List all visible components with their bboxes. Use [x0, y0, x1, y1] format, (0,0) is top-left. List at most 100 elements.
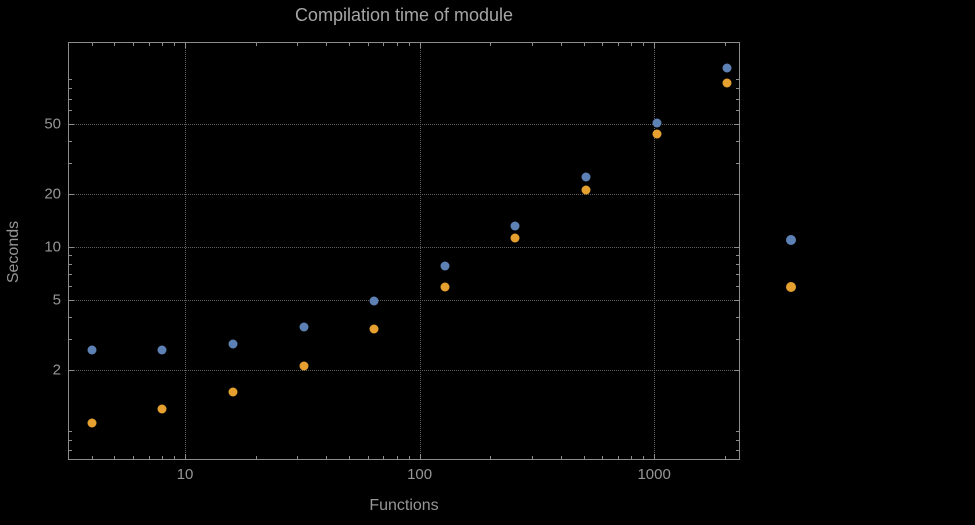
grid-line-vertical — [185, 43, 187, 459]
data-point-series-1 — [510, 221, 520, 231]
grid-line-horizontal — [69, 299, 739, 301]
x-minor-tick — [602, 456, 604, 459]
x-minor-tick — [296, 43, 298, 46]
x-minor-tick — [91, 456, 93, 459]
data-point-series-2 — [228, 387, 238, 397]
legend-marker-series-1 — [786, 235, 796, 245]
y-minor-tick — [69, 163, 72, 165]
data-point-series-1 — [722, 63, 732, 73]
x-tick-mark — [654, 43, 656, 48]
y-minor-tick — [736, 285, 739, 287]
x-minor-tick — [133, 43, 135, 46]
plot-area: 10 100 1000 2 5 10 20 50 — [44, 42, 740, 483]
y-minor-tick — [736, 439, 739, 441]
y-axis-label: Seconds — [5, 220, 22, 284]
x-minor-tick — [114, 456, 116, 459]
x-minor-tick — [349, 456, 350, 459]
y-minor-tick — [736, 263, 739, 265]
y-tick-label: 20 — [44, 185, 61, 203]
x-minor-tick — [617, 43, 619, 46]
x-minor-tick — [255, 43, 257, 46]
x-tick-mark — [654, 454, 656, 459]
data-point-series-2 — [369, 324, 379, 334]
x-tick-mark — [419, 43, 421, 48]
y-minor-tick — [69, 274, 72, 276]
y-tick-mark — [734, 369, 739, 371]
y-tick-label: 2 — [52, 361, 61, 379]
x-minor-tick — [631, 43, 633, 46]
data-point-series-2 — [581, 185, 591, 195]
x-minor-tick — [367, 43, 369, 46]
x-minor-tick — [174, 456, 176, 459]
x-minor-tick — [255, 456, 257, 459]
y-minor-tick — [69, 430, 72, 432]
x-tick-mark — [419, 454, 421, 459]
x-minor-tick — [148, 456, 150, 459]
y-tick-label: 10 — [44, 238, 61, 256]
y-tick-mark — [734, 299, 739, 301]
data-point-series-2 — [87, 418, 97, 428]
data-point-series-1 — [440, 261, 450, 271]
y-tick-mark — [69, 369, 74, 371]
x-tick-mark — [185, 454, 187, 459]
x-minor-tick — [174, 43, 176, 46]
y-minor-tick — [69, 449, 72, 451]
x-minor-tick — [383, 456, 385, 459]
y-minor-tick — [736, 141, 739, 143]
y-minor-tick — [69, 110, 72, 112]
y-minor-tick — [69, 254, 72, 256]
y-minor-tick — [69, 141, 72, 143]
y-tick-mark — [734, 246, 739, 248]
data-point-series-2 — [652, 129, 662, 139]
data-point-series-2 — [510, 233, 520, 243]
data-point-series-1 — [157, 345, 167, 355]
x-minor-tick — [114, 43, 116, 46]
grid-line-horizontal — [69, 246, 739, 248]
x-minor-tick — [396, 43, 398, 46]
x-tick-label: 10 — [176, 466, 194, 483]
x-minor-tick — [408, 43, 410, 46]
legend-marker-series-2 — [786, 282, 796, 292]
x-minor-tick — [383, 43, 385, 46]
data-point-series-1 — [652, 118, 662, 128]
x-axis-label: Functions — [369, 497, 439, 514]
y-minor-tick — [69, 316, 72, 318]
x-minor-tick — [583, 43, 585, 46]
x-minor-tick — [643, 456, 645, 459]
x-minor-tick — [490, 456, 492, 459]
x-minor-tick — [531, 456, 533, 459]
x-minor-tick — [367, 456, 369, 459]
x-minor-tick — [162, 456, 164, 459]
y-minor-tick — [736, 98, 739, 100]
y-minor-tick — [736, 254, 739, 256]
y-minor-tick — [736, 316, 739, 318]
y-minor-tick — [736, 88, 739, 90]
data-point-series-1 — [581, 172, 591, 182]
data-point-series-1 — [87, 345, 97, 355]
y-minor-tick — [69, 88, 72, 90]
grid-line-horizontal — [69, 194, 739, 196]
x-minor-tick — [326, 456, 328, 459]
y-minor-tick — [69, 79, 72, 81]
y-tick-label: 5 — [52, 291, 61, 309]
grid-line-vertical — [419, 43, 421, 459]
y-minor-tick — [736, 449, 739, 451]
x-minor-tick — [133, 456, 135, 459]
x-minor-tick — [602, 43, 604, 46]
y-minor-tick — [69, 98, 72, 100]
x-minor-tick — [162, 43, 164, 46]
x-minor-tick — [560, 456, 562, 459]
data-point-series-2 — [157, 404, 167, 414]
y-minor-tick — [736, 79, 739, 81]
x-minor-tick — [490, 43, 492, 46]
chart-title: Compilation time of module — [294, 5, 514, 25]
x-tick-mark — [185, 43, 187, 48]
data-point-series-2 — [440, 282, 450, 292]
x-minor-tick — [531, 43, 533, 46]
data-point-series-1 — [299, 322, 309, 332]
x-tick-label: 1000 — [637, 466, 671, 483]
y-tick-label: 50 — [44, 115, 61, 133]
data-point-series-1 — [228, 339, 238, 349]
x-minor-tick — [408, 456, 410, 459]
